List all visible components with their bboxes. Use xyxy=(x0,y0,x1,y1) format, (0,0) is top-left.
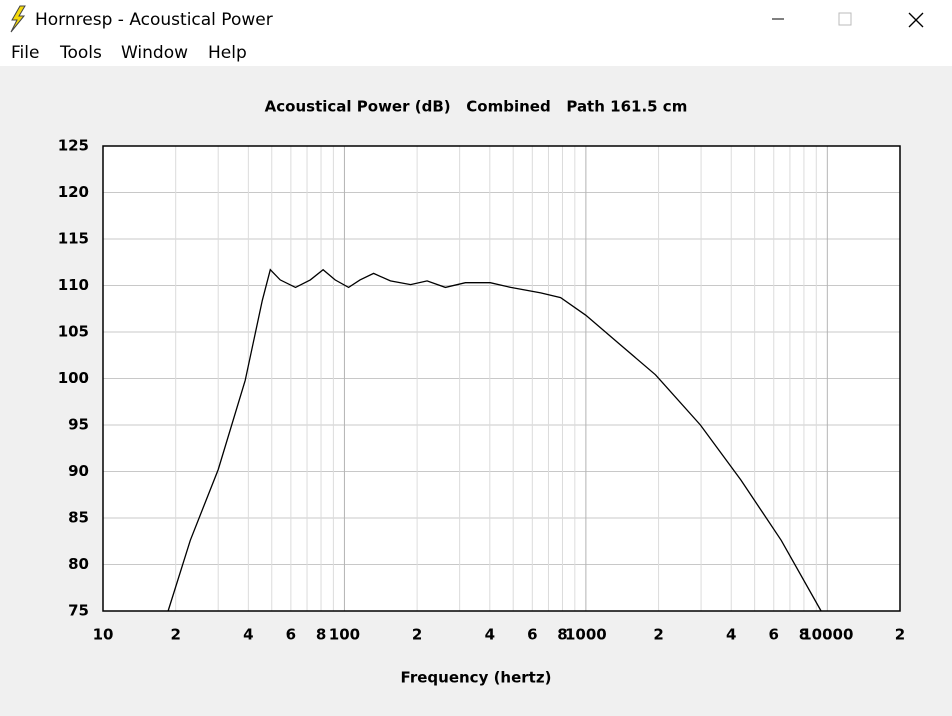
y-tick-label: 95 xyxy=(68,416,89,434)
x-tick-label: 2 xyxy=(895,626,905,644)
x-tick-label: 4 xyxy=(485,626,495,644)
menu-item[interactable]: File xyxy=(11,43,40,63)
title-bar: Hornresp - Acoustical Power xyxy=(0,0,952,38)
y-tick-label: 105 xyxy=(58,323,89,341)
y-tick-label: 85 xyxy=(68,509,89,527)
y-tick-label: 125 xyxy=(58,137,89,155)
y-tick-label: 75 xyxy=(68,602,89,620)
chart: Acoustical Power (dB) Combined Path 161.… xyxy=(58,98,906,687)
x-tick-label: 8 xyxy=(799,626,809,644)
y-tick-label: 120 xyxy=(58,183,89,201)
y-tick-label: 90 xyxy=(68,462,89,480)
window-title: Hornresp - Acoustical Power xyxy=(35,10,273,30)
app-icon xyxy=(10,5,26,33)
x-tick-label: 2 xyxy=(412,626,422,644)
plot-border xyxy=(102,145,901,612)
y-tick-label: 110 xyxy=(58,276,89,294)
x-tick-label: 8 xyxy=(557,626,567,644)
x-tick-label: 6 xyxy=(527,626,537,644)
data-line xyxy=(167,268,822,612)
x-tick-label: 10000 xyxy=(801,626,853,644)
chart-title: Acoustical Power (dB) Combined Path 161.… xyxy=(265,98,688,116)
x-tick-label: 1000 xyxy=(565,626,607,644)
x-tick-label: 10 xyxy=(93,626,114,644)
x-tick-label: 2 xyxy=(170,626,180,644)
y-tick-label: 115 xyxy=(58,230,89,248)
menu-bar: File Tools Window Help xyxy=(0,38,952,66)
menu-item[interactable]: Window xyxy=(121,43,189,63)
x-tick-label: 2 xyxy=(653,626,663,644)
menu-item[interactable]: Help xyxy=(208,43,247,63)
menu-item[interactable]: Tools xyxy=(60,43,102,63)
y-tick-label: 100 xyxy=(58,369,89,387)
x-tick-label: 4 xyxy=(243,626,253,644)
x-tick-label: 4 xyxy=(726,626,736,644)
x-tick-label: 8 xyxy=(316,626,326,644)
x-tick-label: 100 xyxy=(329,626,360,644)
x-axis-label: Frequency (hertz) xyxy=(401,669,552,687)
window-controls[interactable] xyxy=(772,0,952,38)
y-tick-label: 80 xyxy=(68,555,89,573)
x-tick-label: 6 xyxy=(286,626,296,644)
x-tick-label: 6 xyxy=(769,626,779,644)
